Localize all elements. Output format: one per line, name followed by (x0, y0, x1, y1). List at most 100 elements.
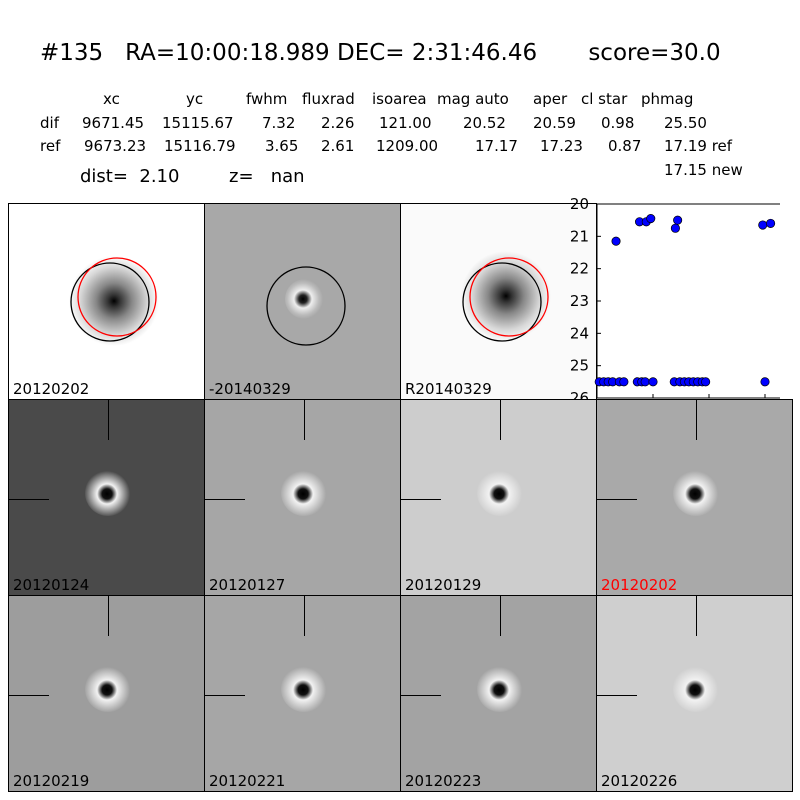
dipole-blob (673, 470, 719, 516)
header-phmag: phmag (641, 90, 694, 108)
data-point (611, 236, 621, 246)
ref-fluxrad: 2.61 (321, 137, 355, 155)
stamp-date-label: 20120129 (405, 576, 482, 594)
stamp-panel: 20120202 (596, 399, 793, 596)
crosshair-horizontal (205, 499, 245, 500)
stamp-panel: 20120221 (204, 595, 401, 792)
y-tick-label: 23 (570, 292, 589, 310)
crosshair-horizontal (597, 499, 637, 500)
crosshair-vertical (696, 596, 697, 636)
data-point (648, 377, 658, 387)
image-panel-ref: R20140329 (400, 203, 597, 400)
ref-isoarea: 1209.00 (376, 137, 439, 155)
stamp-date-label: 20120202 (601, 576, 678, 594)
y-tick-label: 24 (570, 324, 589, 342)
crosshair-horizontal (9, 499, 49, 500)
image-panel-diff: -20140329 (204, 203, 401, 400)
panel-label: R20140329 (405, 380, 492, 398)
y-tick-label: 25 (570, 357, 589, 375)
ref-xc: 9673.23 (84, 137, 147, 155)
image-panel-new: 20120202 (8, 203, 205, 400)
candidate-id: #135 (40, 40, 104, 66)
aperture-circle-black (462, 262, 542, 342)
dec-value: DEC= 2:31:46.46 (337, 40, 538, 66)
header-fwhm: fwhm (246, 90, 288, 108)
stamp-panel: 20120127 (204, 399, 401, 596)
stamp-date-label: 20120124 (13, 576, 90, 594)
dipole-blob (673, 666, 719, 712)
header-cl-star: cl star (581, 90, 628, 108)
stamp-date-label: 20120221 (209, 772, 286, 790)
chart-frame (596, 203, 780, 399)
crosshair-horizontal (9, 695, 49, 696)
dif-xc: 9671.45 (82, 114, 145, 132)
stamp-date-label: 20120223 (405, 772, 482, 790)
aperture-overlay (70, 257, 157, 342)
aperture-circle-red (469, 257, 549, 337)
data-point (673, 215, 683, 225)
stamp-panel: 20120219 (8, 595, 205, 792)
crosshair-horizontal (597, 695, 637, 696)
dipole-blob (85, 470, 131, 516)
aperture-overlay (266, 266, 346, 346)
y-tick-label: 20 (570, 195, 589, 213)
stamp-date-label: 20120226 (601, 772, 678, 790)
panel-label: 20120202 (13, 380, 90, 398)
dif-aper: 20.59 (533, 114, 576, 132)
panel-label: -20140329 (209, 380, 291, 398)
dif-fwhm: 7.32 (262, 114, 296, 132)
dif-yc: 15115.67 (162, 114, 234, 132)
data-point (646, 213, 656, 224)
redshift-value: z= nan (229, 166, 305, 187)
dipole-blob (477, 470, 523, 516)
aperture-circle-black (266, 266, 346, 346)
data-point (758, 220, 768, 230)
data-point (766, 218, 776, 228)
ra-value: RA=10:00:18.989 (125, 40, 330, 66)
dipole-blob (285, 279, 325, 319)
stamp-panel: 20120124 (8, 399, 205, 596)
aperture-overlay (462, 257, 549, 342)
stamp-panel: 20120223 (400, 595, 597, 792)
row-label-ref: ref (40, 137, 61, 155)
ref-yc: 15116.79 (164, 137, 236, 155)
ref-fwhm: 3.65 (265, 137, 299, 155)
candidate-title: #135 RA=10:00:18.989 DEC= 2:31:46.46 sco… (40, 40, 721, 66)
dif-phmag: 25.50 (664, 114, 707, 132)
stamp-date-label: 20120219 (13, 772, 90, 790)
dif-mag-auto: 20.52 (463, 114, 506, 132)
crosshair-vertical (304, 596, 305, 636)
stamp-date-label: 20120127 (209, 576, 286, 594)
dipole-blob (477, 666, 523, 712)
score-value: score=30.0 (588, 40, 721, 66)
data-point (670, 223, 680, 233)
ref-phmag: 17.19 ref (664, 137, 733, 155)
new-phmag: 17.15 new (664, 161, 743, 179)
dif-isoarea: 121.00 (379, 114, 432, 132)
crosshair-vertical (108, 596, 109, 636)
data-point (701, 377, 711, 387)
dipole-blob (281, 470, 327, 516)
header-fluxrad: fluxrad (302, 90, 355, 108)
header-aper: aper (533, 90, 568, 108)
dist-value: dist= 2.10 (80, 166, 180, 187)
data-point (760, 377, 770, 387)
crosshair-vertical (500, 400, 501, 440)
dipole-blob (85, 666, 131, 712)
header-yc: yc (186, 90, 204, 108)
data-point (619, 377, 629, 387)
y-tick-label: 21 (570, 227, 589, 245)
crosshair-horizontal (205, 695, 245, 696)
dipole-blob (281, 666, 327, 712)
dif-cl-star: 0.98 (601, 114, 635, 132)
header-isoarea: isoarea (372, 90, 427, 108)
crosshair-horizontal (401, 499, 441, 500)
stamp-panel: 20120226 (596, 595, 793, 792)
ref-aper: 17.23 (540, 137, 583, 155)
aperture-circle-black (70, 262, 150, 342)
crosshair-vertical (304, 400, 305, 440)
dif-fluxrad: 2.26 (321, 114, 355, 132)
crosshair-vertical (108, 400, 109, 440)
crosshair-vertical (696, 400, 697, 440)
